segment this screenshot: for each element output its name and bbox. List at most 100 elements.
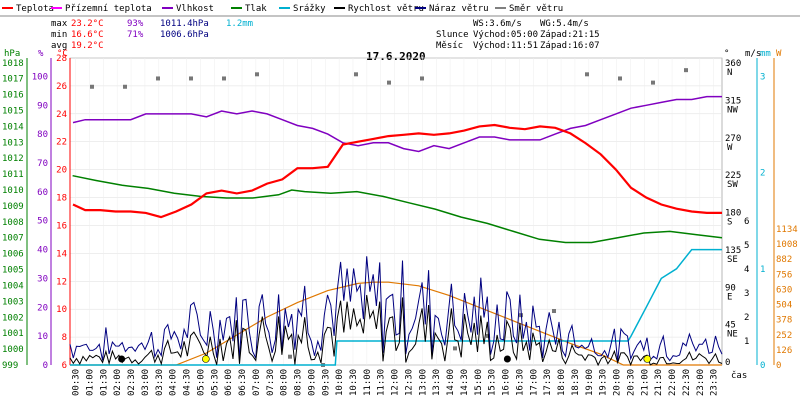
deg-tick: 225 — [725, 171, 741, 181]
deg-tick: 180 — [725, 209, 741, 219]
time-tick: 21:30 — [654, 369, 664, 396]
wind-direction-point — [552, 309, 556, 314]
deg-dir: NE — [727, 330, 738, 340]
time-tick: 04:00 — [169, 369, 179, 396]
c-tick: 28 — [56, 54, 67, 64]
deg-dir: N — [727, 68, 732, 78]
pct-tick: 60 — [37, 188, 48, 198]
deg-tick: 45 — [725, 321, 736, 331]
min-label: min — [51, 30, 67, 40]
time-tick: 01:00 — [85, 369, 95, 396]
moonset-marker — [503, 355, 511, 363]
w-tick: 630 — [776, 285, 792, 295]
time-tick: 06:00 — [224, 369, 234, 396]
time-tick: 20:30 — [626, 369, 636, 396]
moon-rise: Východ:11:51 — [473, 41, 538, 51]
pct-tick: 80 — [37, 130, 48, 140]
hpa-tick: 1017 — [2, 75, 24, 85]
legend-item: Rychlost větru — [348, 4, 424, 14]
pct-tick: 0 — [43, 361, 48, 371]
legend-item: Teplota — [16, 4, 54, 14]
time-tick: 09:00 — [307, 369, 317, 396]
w-tick: 252 — [776, 331, 792, 341]
hpa-tick: 1008 — [2, 218, 24, 228]
deg-tick: 270 — [725, 134, 741, 144]
mm-tick: 0 — [760, 361, 765, 371]
hpa-tick: 1009 — [2, 202, 24, 212]
plot-area — [69, 68, 723, 367]
c-tick: 20 — [56, 166, 67, 176]
wind-speed-line — [69, 294, 723, 367]
w-tick: 378 — [776, 316, 792, 326]
deg-dir: NW — [727, 105, 738, 115]
time-axis-label: čas — [731, 370, 747, 381]
mm-axis-label: mm — [760, 49, 771, 59]
time-tick: 11:00 — [363, 369, 373, 396]
wind-direction-point — [684, 68, 688, 73]
max-temp: 23.2°C — [71, 19, 104, 29]
wind-gust-line — [69, 256, 723, 362]
pct-axis-label: % — [38, 49, 44, 59]
axes: hPa% °C9991000100110021003100410051006100… — [2, 49, 798, 396]
time-tick: 03:00 — [141, 369, 151, 396]
time-tick: 16:00 — [502, 369, 512, 396]
time-tick: 13:30 — [432, 369, 442, 396]
pct-tick: 50 — [37, 217, 48, 227]
time-tick: 10:30 — [349, 369, 359, 396]
solar-series-line — [70, 281, 722, 366]
c-tick: 10 — [56, 305, 67, 315]
avg-label: avg — [51, 41, 67, 51]
legend-item: Tlak — [245, 4, 267, 14]
wind-direction-point — [420, 76, 424, 81]
avg-temp: 19.2°C — [71, 41, 104, 51]
c-tick: 14 — [56, 249, 67, 259]
time-tick: 15:00 — [474, 369, 484, 396]
moon-label: Měsíc — [436, 41, 463, 51]
legend-item: Srážky — [293, 4, 326, 14]
wind-direction-point — [156, 76, 160, 81]
moonrise-marker — [118, 355, 126, 363]
wind-direction-point — [387, 80, 391, 85]
time-tick: 08:00 — [280, 369, 290, 396]
c-tick: 12 — [56, 277, 67, 287]
mm-tick: 1 — [760, 265, 765, 275]
legend-item: Vlhkost — [176, 4, 214, 14]
time-tick: 04:30 — [183, 369, 193, 396]
deg-axis-label: ° — [724, 49, 729, 59]
time-tick: 14:30 — [460, 369, 470, 396]
time-tick: 18:30 — [571, 369, 581, 396]
wind-direction-point — [222, 76, 226, 81]
chart-legend: Teplota Přízemní teplota Vlhkost Tlak Srážky… — [0, 4, 800, 17]
wind-wg: WG:5.4m/s — [540, 19, 589, 29]
c-tick: 22 — [56, 138, 67, 148]
c-tick: 18 — [56, 194, 67, 204]
wind-direction-point — [651, 80, 655, 85]
sun-set: Západ:21:15 — [540, 30, 600, 40]
time-tick: 14:00 — [446, 369, 456, 396]
w-tick: 756 — [776, 270, 792, 280]
hpa-tick: 1000 — [2, 345, 24, 355]
w-tick: 1134 — [776, 225, 798, 235]
deg-dir: SW — [727, 180, 738, 190]
max-label: max — [51, 19, 68, 29]
legend-item: Náraz větru — [429, 4, 489, 14]
wind-direction-point — [90, 84, 94, 89]
time-tick: 03:30 — [155, 369, 165, 396]
time-tick: 01:30 — [99, 369, 109, 396]
c-tick: 6 — [62, 361, 67, 371]
time-tick: 09:30 — [321, 369, 331, 396]
hpa-tick: 1013 — [2, 138, 24, 148]
hpa-tick: 1010 — [2, 186, 24, 196]
deg-tick: 360 — [725, 59, 741, 69]
hpa-tick: 1005 — [2, 266, 24, 276]
temperature-series-line — [72, 123, 722, 219]
w-tick: 882 — [776, 255, 792, 265]
wind-direction-point — [354, 72, 358, 77]
deg-tick: 315 — [725, 96, 741, 106]
time-tick: 00:30 — [72, 369, 82, 396]
pct-tick: 90 — [37, 101, 48, 111]
pct-tick: 10 — [37, 332, 48, 342]
deg-tick: 0 — [725, 358, 730, 368]
hpa-axis-label: hPa — [4, 49, 20, 59]
ms-tick: 3 — [744, 289, 749, 299]
